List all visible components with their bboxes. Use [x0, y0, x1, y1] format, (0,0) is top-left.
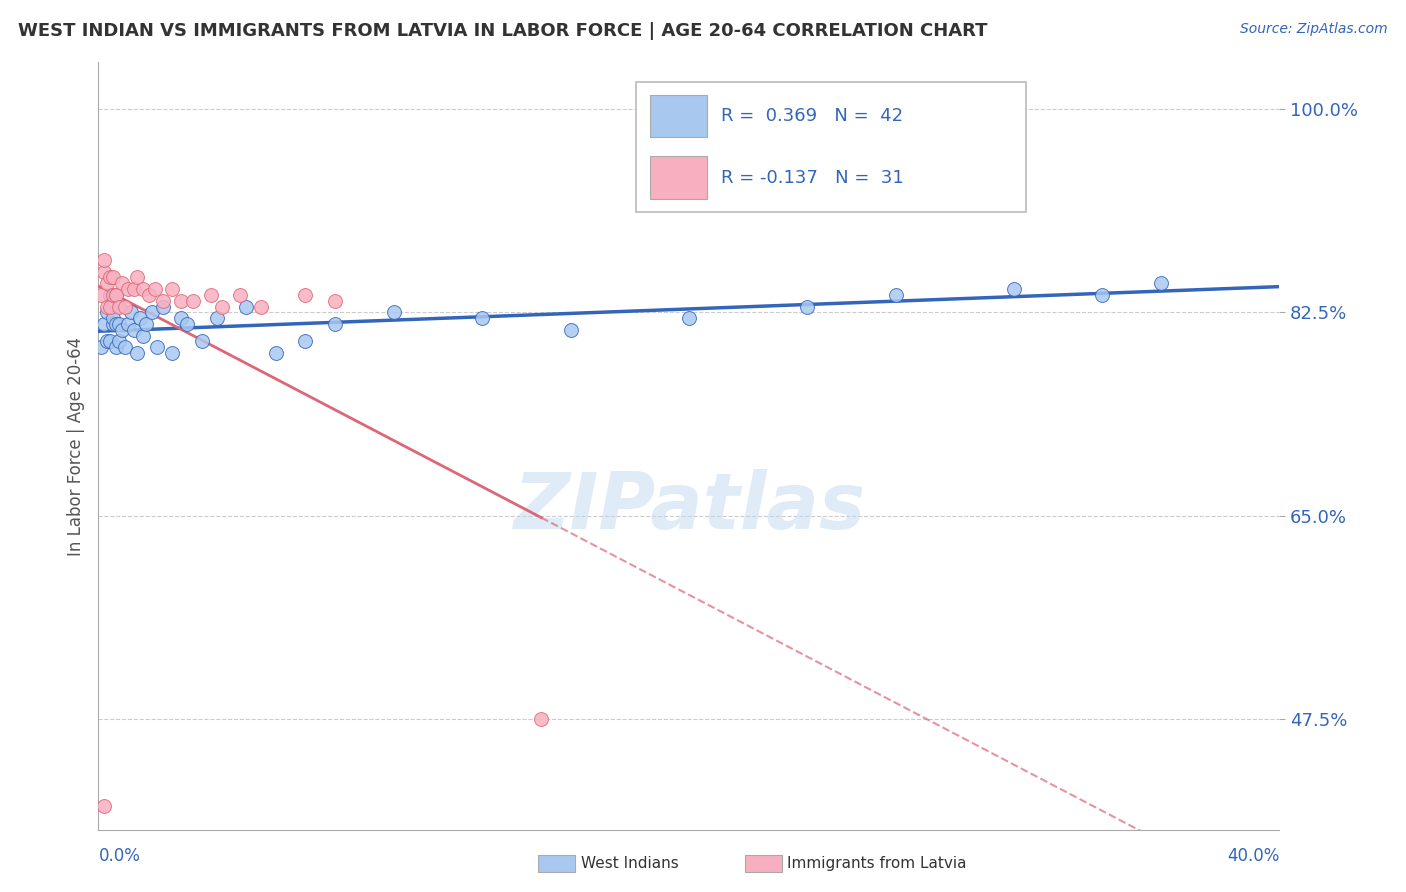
Point — [323, 293, 346, 308]
Text: 40.0%: 40.0% — [1227, 847, 1279, 865]
Point — [96, 305, 118, 319]
Point — [143, 282, 166, 296]
Point — [93, 265, 115, 279]
Point — [1150, 277, 1173, 291]
Text: 0.0%: 0.0% — [98, 847, 141, 865]
Point — [170, 311, 193, 326]
Point — [98, 300, 121, 314]
Point — [103, 311, 125, 326]
Point — [117, 317, 139, 331]
Text: R =  0.369   N =  42: R = 0.369 N = 42 — [721, 107, 903, 125]
Point — [108, 300, 131, 314]
Point — [114, 340, 136, 354]
Point — [471, 311, 494, 326]
Point — [114, 300, 136, 314]
Point — [235, 300, 257, 314]
Point — [105, 317, 128, 331]
Point — [122, 323, 145, 337]
Point — [250, 300, 273, 314]
Point — [98, 270, 121, 285]
FancyBboxPatch shape — [650, 156, 707, 199]
Point — [162, 282, 183, 296]
Point — [211, 300, 233, 314]
Point — [122, 282, 145, 296]
Point — [125, 270, 148, 285]
Point — [96, 334, 118, 349]
Point — [103, 317, 125, 331]
Text: West Indians: West Indians — [581, 856, 679, 871]
Point — [146, 340, 169, 354]
Point — [1091, 288, 1114, 302]
Point — [132, 282, 155, 296]
Point — [98, 334, 121, 349]
Point — [117, 282, 139, 296]
Point — [191, 334, 214, 349]
Point — [90, 288, 112, 302]
Point — [93, 253, 115, 268]
Point — [128, 311, 150, 326]
Point — [135, 317, 157, 331]
Point — [90, 340, 112, 354]
Text: ZIPatlas: ZIPatlas — [513, 469, 865, 545]
Point — [678, 311, 700, 326]
Point — [141, 305, 163, 319]
Point — [560, 323, 582, 337]
Point — [120, 305, 142, 319]
Point — [1002, 282, 1025, 296]
Point — [884, 288, 907, 302]
Point — [152, 293, 174, 308]
Text: R = -0.137   N =  31: R = -0.137 N = 31 — [721, 169, 904, 186]
Point — [132, 328, 155, 343]
Point — [93, 317, 115, 331]
Point — [264, 346, 287, 360]
Point — [111, 277, 134, 291]
Point — [294, 334, 316, 349]
Point — [170, 293, 193, 308]
Point — [323, 317, 346, 331]
Point — [103, 270, 125, 285]
Point — [108, 334, 131, 349]
Point — [93, 799, 115, 814]
Point — [229, 288, 252, 302]
Point — [294, 288, 316, 302]
Point — [530, 712, 553, 726]
Point — [105, 340, 128, 354]
Text: Immigrants from Latvia: Immigrants from Latvia — [787, 856, 967, 871]
FancyBboxPatch shape — [650, 95, 707, 137]
Text: Source: ZipAtlas.com: Source: ZipAtlas.com — [1240, 22, 1388, 37]
Point — [138, 288, 160, 302]
Point — [205, 311, 228, 326]
Y-axis label: In Labor Force | Age 20-64: In Labor Force | Age 20-64 — [66, 336, 84, 556]
Point — [796, 300, 818, 314]
Point — [152, 300, 174, 314]
Point — [105, 288, 128, 302]
Point — [96, 300, 118, 314]
Point — [382, 305, 405, 319]
Point — [103, 288, 125, 302]
Point — [176, 317, 198, 331]
Text: WEST INDIAN VS IMMIGRANTS FROM LATVIA IN LABOR FORCE | AGE 20-64 CORRELATION CHA: WEST INDIAN VS IMMIGRANTS FROM LATVIA IN… — [18, 22, 988, 40]
Point — [162, 346, 183, 360]
Point — [181, 293, 204, 308]
Point — [111, 323, 134, 337]
Point — [125, 346, 148, 360]
FancyBboxPatch shape — [636, 81, 1025, 212]
Point — [96, 277, 118, 291]
Point — [200, 288, 222, 302]
Point — [105, 288, 128, 302]
Point — [108, 317, 131, 331]
Point — [98, 288, 121, 302]
